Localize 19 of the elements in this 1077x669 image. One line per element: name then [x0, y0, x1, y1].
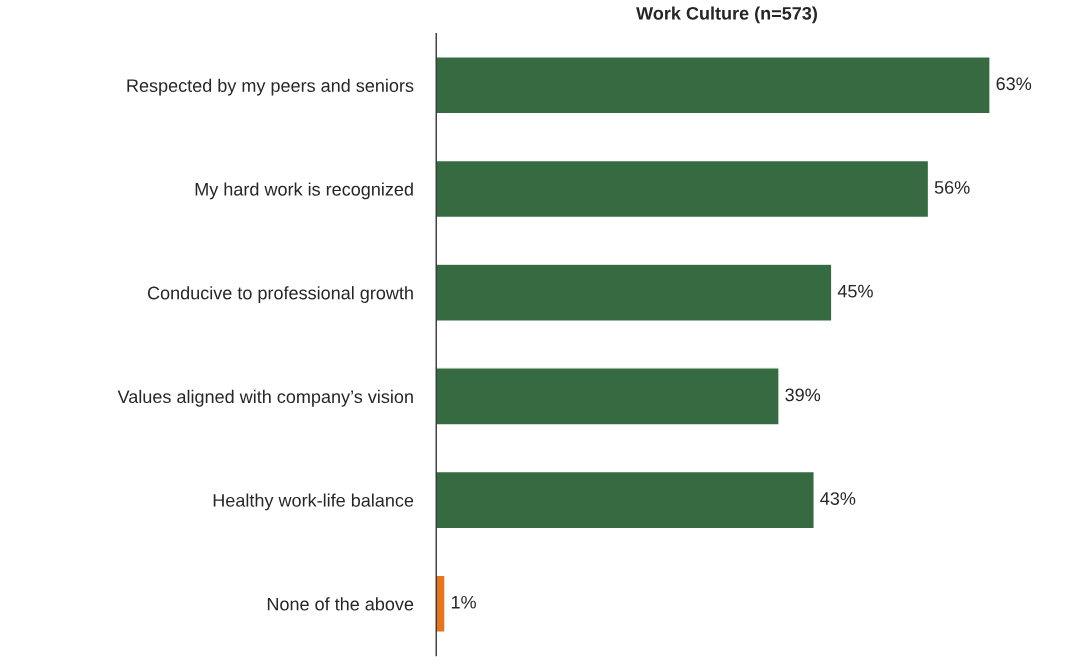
y-tick-label: My hard work is recognized — [195, 182, 413, 200]
data-label: 39% — [785, 388, 821, 402]
data-label: 63% — [996, 77, 1032, 91]
bar — [436, 470, 815, 530]
y-tick-label: Healthy work-life balance — [213, 493, 414, 511]
data-label: 1% — [451, 595, 476, 609]
data-label: 43% — [820, 492, 856, 505]
data-label: 45% — [837, 284, 873, 298]
data-label: 56% — [934, 181, 970, 194]
bar — [436, 367, 780, 426]
bar — [436, 56, 991, 115]
y-tick-label: Conducive to professional growth — [147, 286, 413, 303]
bar — [436, 574, 446, 633]
bar — [436, 263, 833, 322]
y-tick-label: Respected by my peers and seniors — [127, 78, 414, 96]
y-tick-label: None of the above — [267, 597, 414, 611]
y-tick-label: Values aligned with company’s vision — [117, 389, 413, 407]
chart-title: Work Culture (n=573) — [636, 6, 817, 24]
bar — [436, 159, 930, 219]
